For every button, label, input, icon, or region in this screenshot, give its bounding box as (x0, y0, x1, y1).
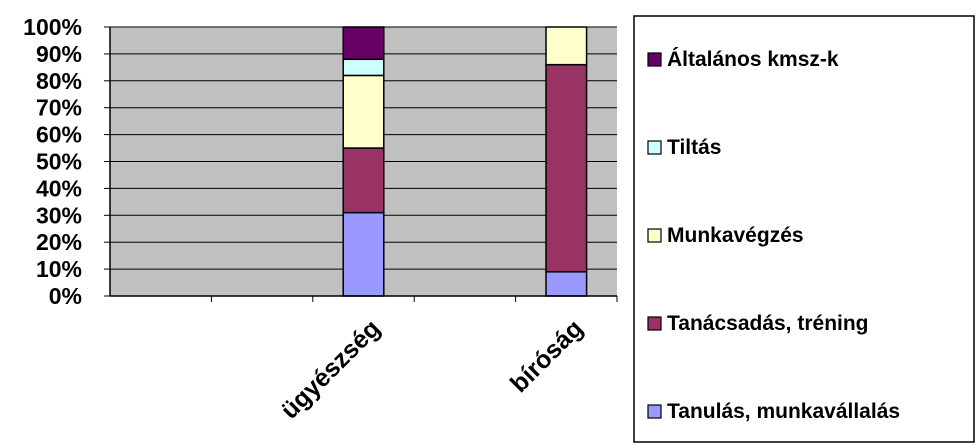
legend: Általános kmsz-k Tiltás Munkavégzés Tanácsa… (633, 15, 975, 443)
legend-label: Tanácsadás, tréning (667, 312, 869, 335)
y-tick-label: 30% (36, 202, 82, 228)
bar-segment (342, 26, 385, 61)
bar-segment (545, 271, 588, 297)
axes (109, 27, 618, 302)
legend-items: Általános kmsz-k Tiltás Munkavégzés Tanácsa… (647, 48, 900, 423)
bar-segment (545, 63, 588, 273)
y-tick-label: 20% (36, 229, 82, 255)
y-axis-ticks: 0%10%20%30%40%50%60%70%80%90%100% (23, 14, 110, 309)
bar-segment (342, 58, 385, 77)
legend-label: Általános kmsz-k (667, 48, 839, 71)
category-label: ügyészség (276, 314, 386, 424)
bar-segment (545, 26, 588, 66)
y-tick-label: 80% (36, 68, 82, 94)
legend-box (633, 15, 975, 443)
legend-label: Tiltás (667, 136, 721, 159)
legend-label: Munkavégzés (667, 224, 804, 247)
bar-segment (342, 147, 385, 214)
legend-swatch (647, 52, 662, 67)
legend-swatch (647, 404, 662, 419)
y-tick-label: 70% (36, 95, 82, 121)
category-label: bíróság (505, 314, 589, 398)
y-tick-label: 90% (36, 41, 82, 67)
legend-swatch (647, 140, 662, 155)
y-tick-label: 0% (49, 283, 82, 309)
y-tick-label: 10% (36, 256, 82, 282)
legend-swatch (647, 316, 662, 331)
category-labels: ügyészség bíróság (276, 314, 589, 424)
bar-segment (342, 211, 385, 297)
y-tick-label: 50% (36, 149, 82, 175)
y-tick-label: 100% (23, 14, 82, 40)
bars (342, 26, 588, 297)
legend-swatch (647, 228, 662, 243)
y-tick-label: 40% (36, 175, 82, 201)
y-tick-label: 60% (36, 122, 82, 148)
legend-label: Tanulás, munkavállalás (667, 400, 900, 423)
bar-segment (342, 74, 385, 149)
